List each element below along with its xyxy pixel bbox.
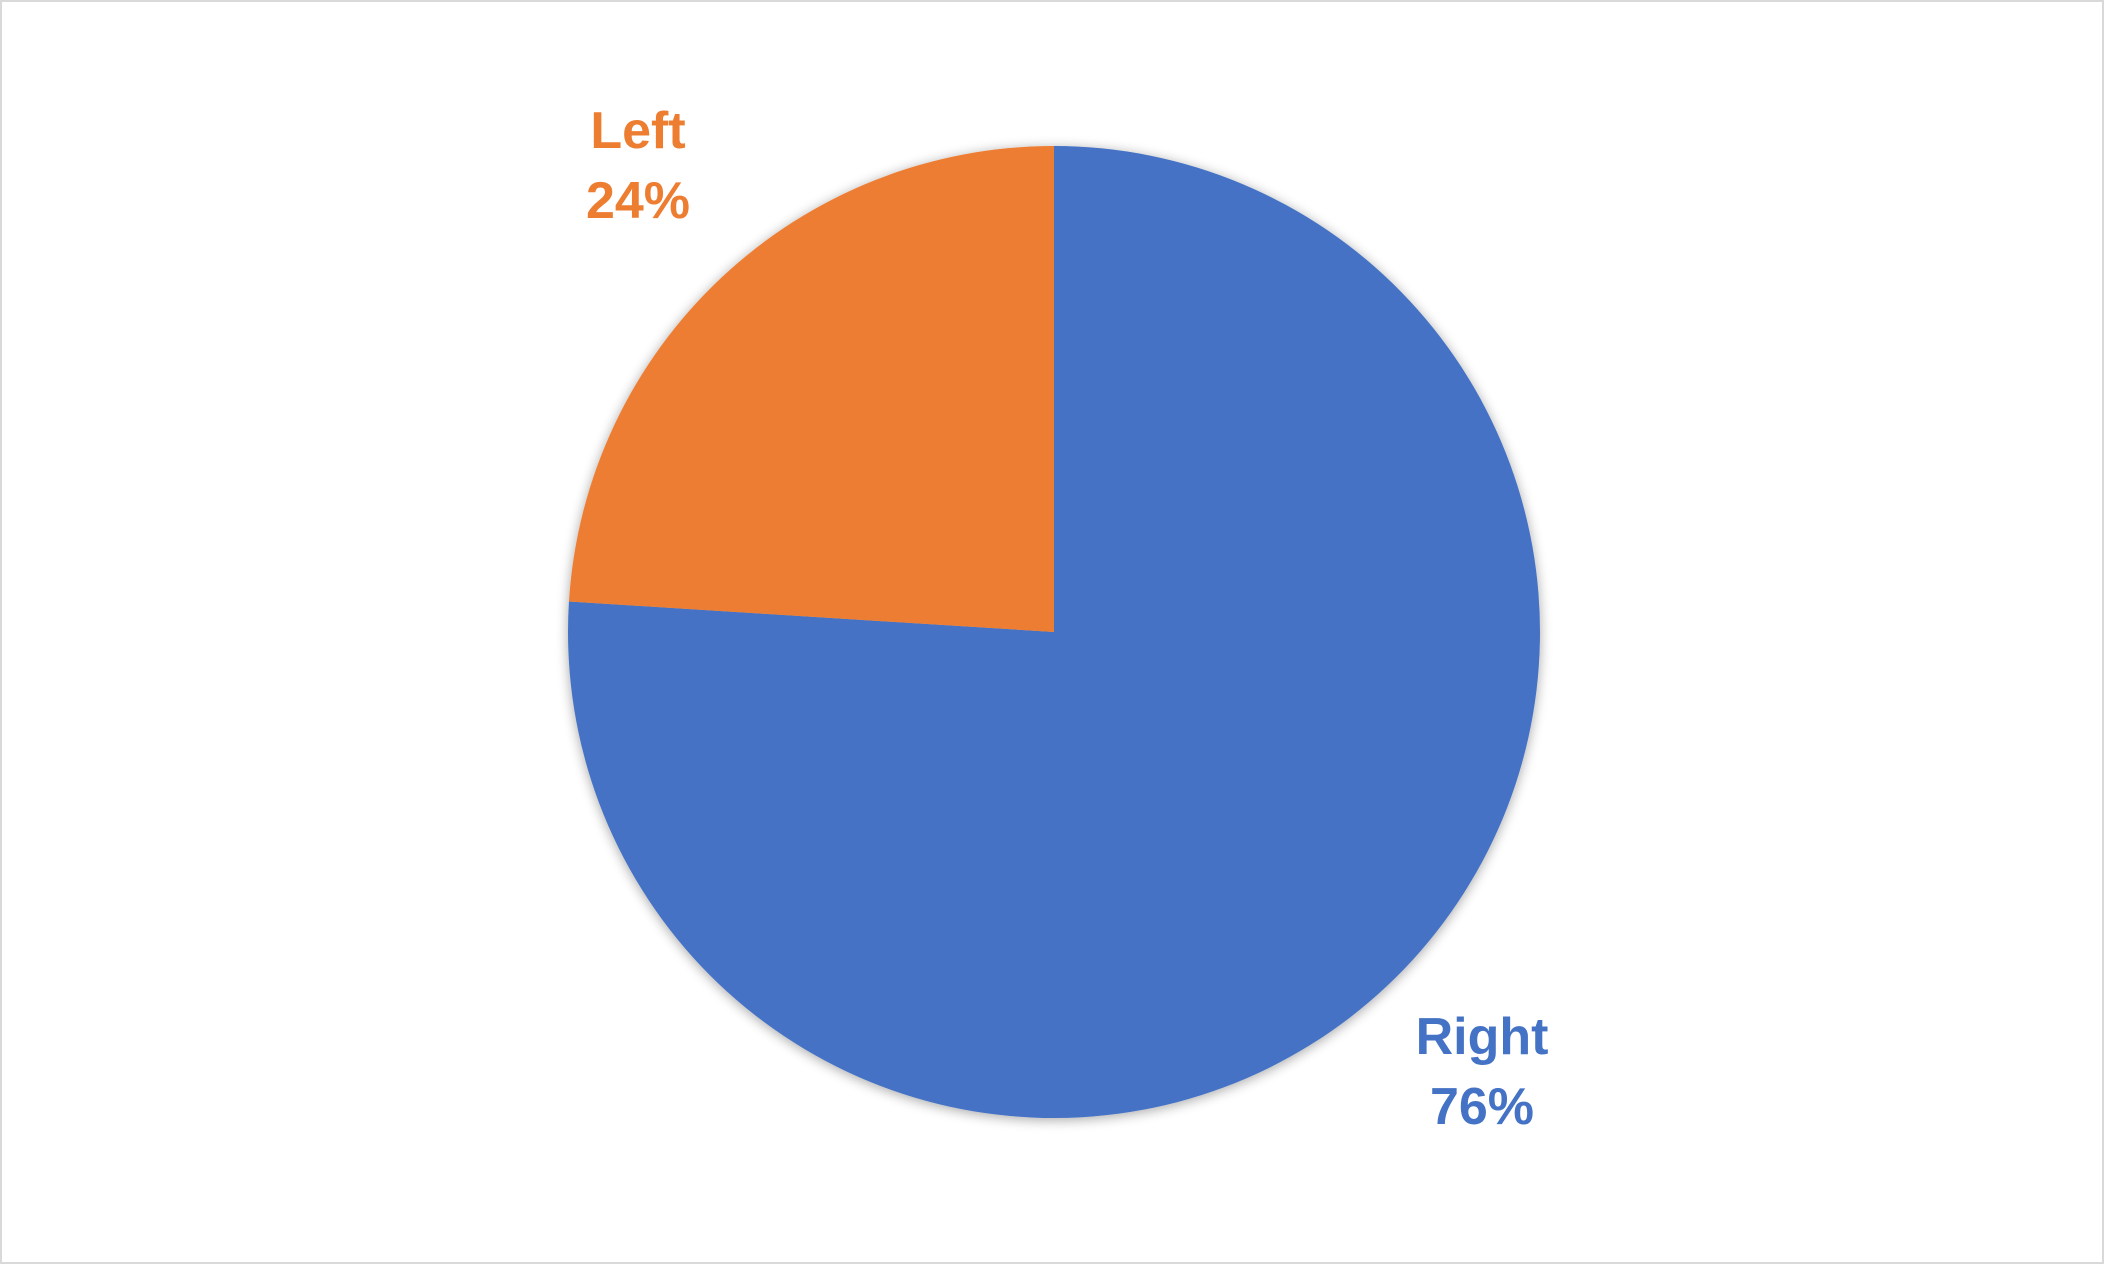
data-label-right-percent: 76%	[1430, 1078, 1534, 1136]
pie-slices	[567, 146, 1540, 1118]
pie-data-labels: Right 76% Left 24%	[586, 102, 1548, 1136]
data-label-right-name: Right	[1416, 1008, 1549, 1066]
pie-slice-left	[568, 146, 1054, 632]
data-label-left-name: Left	[590, 102, 685, 160]
data-label-left-percent: 24%	[586, 172, 690, 230]
pie-slice-right	[567, 146, 1540, 1118]
